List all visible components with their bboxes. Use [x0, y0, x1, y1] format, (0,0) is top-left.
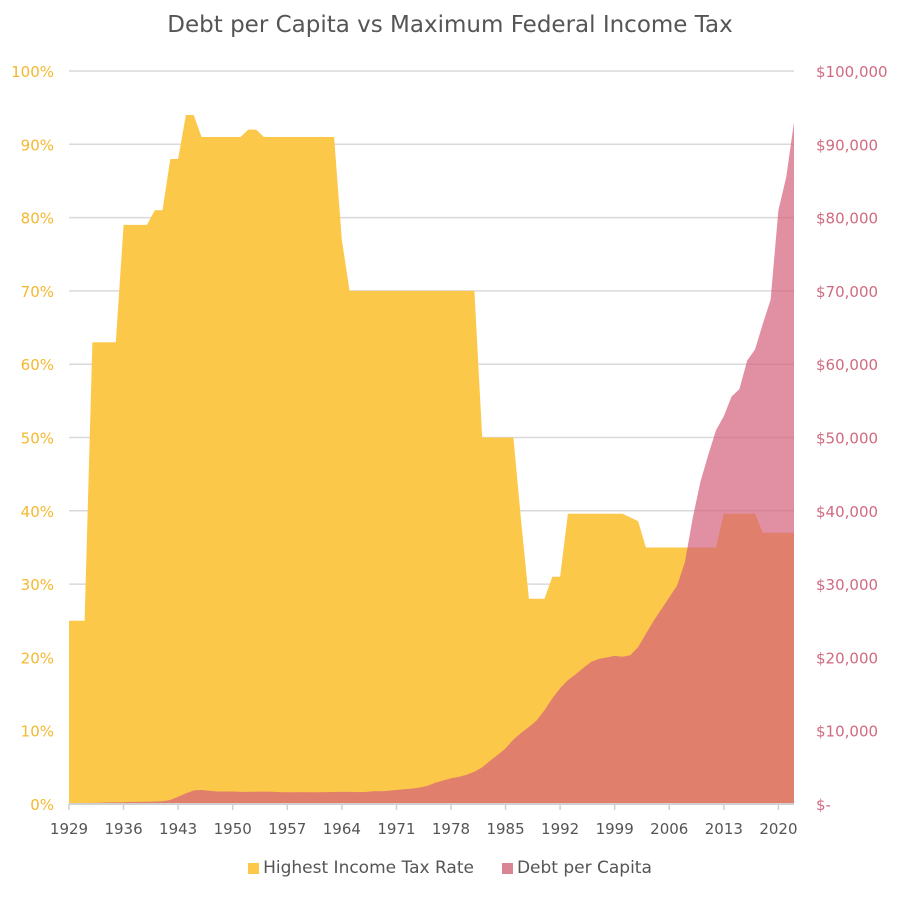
- y-left-tick-label: 90%: [21, 136, 54, 154]
- legend-label-tax: Highest Income Tax Rate: [263, 858, 474, 878]
- x-tick-label: 1971: [377, 820, 415, 838]
- y-right-tick-label: $20,000: [816, 649, 878, 667]
- y-right-tick-label: $100,000: [816, 63, 888, 81]
- x-tick-label: 2006: [650, 820, 688, 838]
- legend-item-tax[interactable]: Highest Income Tax Rate: [248, 858, 474, 878]
- y-right-tick-label: $30,000: [816, 576, 878, 594]
- x-tick-label: 1992: [541, 820, 579, 838]
- y-right-tick-label: $50,000: [816, 430, 878, 448]
- chart-title: Debt per Capita vs Maximum Federal Incom…: [167, 12, 733, 38]
- y-left-tick-label: 100%: [11, 63, 54, 81]
- x-tick-label: 1978: [432, 820, 470, 838]
- legend: Highest Income Tax Rate Debt per Capita: [0, 858, 900, 878]
- y-left-tick-label: 40%: [21, 503, 54, 521]
- x-tick-label: 1999: [596, 820, 634, 838]
- y-left-tick-label: 30%: [21, 576, 54, 594]
- y-right-tick-label: $40,000: [816, 503, 878, 521]
- y-right-tick-label: $10,000: [816, 723, 878, 741]
- y-right-tick-label: $70,000: [816, 283, 878, 301]
- y-left-tick-label: 80%: [21, 210, 54, 228]
- series-area-debt-per-capita: [69, 122, 794, 805]
- y-right-tick-label: $-: [816, 796, 831, 814]
- y-left-tick-label: 0%: [30, 796, 54, 814]
- y-left-tick-label: 10%: [21, 723, 54, 741]
- legend-label-debt: Debt per Capita: [516, 858, 652, 878]
- legend-swatch-debt: [501, 862, 513, 874]
- y-left-tick-label: 70%: [21, 283, 54, 301]
- x-tick-label: 2020: [759, 820, 797, 838]
- y-left-tick-label: 50%: [21, 430, 54, 448]
- y-left-tick-label: 20%: [21, 649, 54, 667]
- x-tick-label: 1943: [159, 820, 197, 838]
- x-tick-label: 1985: [486, 820, 524, 838]
- legend-swatch-tax: [248, 862, 260, 874]
- x-tick-label: 2013: [705, 820, 743, 838]
- x-tick-label: 1950: [214, 820, 252, 838]
- x-tick-label: 1936: [104, 820, 142, 838]
- x-tick-label: 1957: [268, 820, 306, 838]
- y-right-tick-label: $90,000: [816, 136, 878, 154]
- series-area-tax-rate: [69, 115, 794, 804]
- x-tick-label: 1929: [50, 820, 88, 838]
- y-left-tick-label: 60%: [21, 356, 54, 374]
- x-tick-label: 1964: [323, 820, 361, 838]
- legend-item-debt[interactable]: Debt per Capita: [501, 858, 652, 878]
- y-right-tick-label: $80,000: [816, 210, 878, 228]
- y-right-tick-label: $60,000: [816, 356, 878, 374]
